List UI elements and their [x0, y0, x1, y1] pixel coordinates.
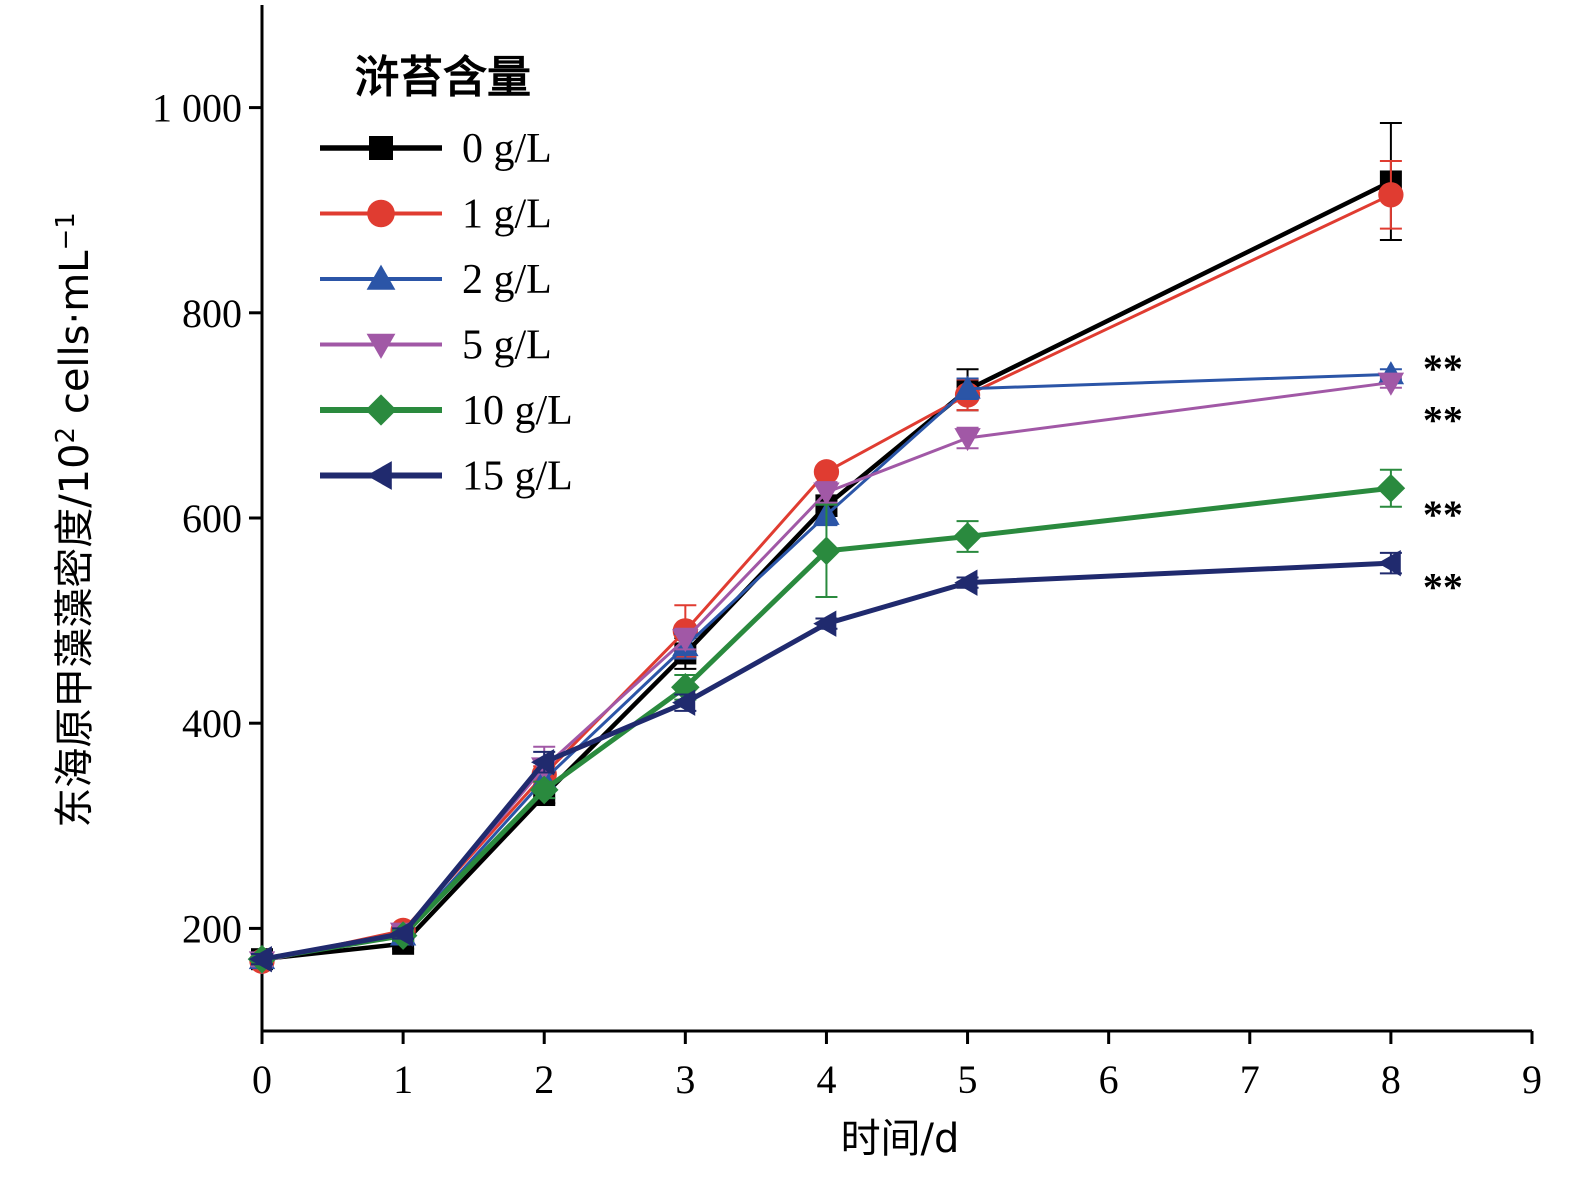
legend-entry-label: 15 g/L	[462, 454, 573, 500]
series-layer	[247, 121, 1406, 975]
legend-swatch-marker	[366, 333, 396, 359]
legend-entry-label: 10 g/L	[462, 388, 573, 434]
data-point	[954, 569, 978, 596]
data-point	[812, 536, 841, 566]
axes: 0 1 2 3 4 5 6 7 8 9 200 400 600 800 1 000	[152, 5, 1542, 1102]
y-axis-title-main: 东海原甲藻藻密度/10	[52, 443, 98, 827]
data-point	[1377, 549, 1401, 577]
data-point	[531, 748, 555, 776]
x-tick-label: 7	[1240, 1057, 1260, 1102]
data-point	[672, 689, 696, 716]
data-point	[529, 775, 559, 805]
y-tick-label: 1 000	[152, 86, 242, 131]
data-point	[389, 920, 414, 947]
x-tick-label: 6	[1099, 1057, 1119, 1102]
legend-title: 浒苔含量	[355, 52, 531, 103]
data-point	[672, 629, 699, 653]
data-point	[813, 459, 840, 485]
legend-swatch-marker	[366, 461, 392, 490]
y-axis-title-unit-exponent: −1	[51, 212, 81, 250]
y-tick-label: 400	[182, 701, 242, 746]
series-2	[248, 361, 1405, 970]
x-tick-label: 5	[958, 1057, 978, 1102]
series-4	[247, 468, 1406, 974]
x-tick-label: 9	[1522, 1057, 1542, 1102]
y-tick-label: 600	[182, 496, 242, 541]
annotation-layer: ** ** ** **	[1423, 346, 1463, 610]
data-point	[248, 945, 272, 973]
x-tick-label: 4	[816, 1057, 836, 1102]
legend-swatch-marker	[367, 199, 395, 228]
data-point	[1378, 182, 1404, 208]
series-5	[248, 549, 1402, 973]
significance-label: **	[1423, 492, 1463, 537]
x-tick-label: 2	[534, 1057, 554, 1102]
data-point	[953, 522, 982, 551]
y-tick-label: 200	[182, 906, 242, 951]
y-axis-title-exponent: 2	[51, 427, 81, 444]
y-tick-label: 800	[182, 291, 242, 336]
legend: 浒苔含量 0 g/L 1 g/L 2 g/L 5 g/L 10 g/L 15 g/L	[320, 52, 573, 500]
significance-label: **	[1423, 397, 1463, 442]
significance-label: **	[1423, 346, 1463, 391]
x-axis-title: 时间/d	[841, 1116, 960, 1162]
legend-entry-label: 0 g/L	[462, 126, 552, 172]
x-tick-label: 8	[1381, 1057, 1401, 1102]
legend-swatch-marker	[365, 394, 397, 426]
significance-label: **	[1423, 565, 1463, 610]
legend-entry-label: 2 g/L	[462, 257, 552, 303]
data-point	[954, 428, 981, 452]
y-axis-title: 东海原甲藻藻密度/102 cells·mL−1	[51, 212, 98, 828]
y-axis-title-unit: cells·mL	[52, 250, 98, 427]
data-point	[813, 610, 837, 637]
x-tick-label: 0	[252, 1057, 272, 1102]
legend-swatch-marker	[369, 136, 393, 160]
x-tick-label: 3	[675, 1057, 695, 1102]
legend-entry-label: 5 g/L	[462, 323, 552, 369]
data-point	[954, 375, 981, 399]
legend-swatch-marker	[366, 264, 396, 290]
legend-entry-label: 1 g/L	[462, 192, 552, 238]
data-point	[813, 482, 840, 506]
x-tick-label: 1	[393, 1057, 413, 1102]
data-point	[1377, 372, 1405, 396]
data-point	[1376, 473, 1406, 503]
